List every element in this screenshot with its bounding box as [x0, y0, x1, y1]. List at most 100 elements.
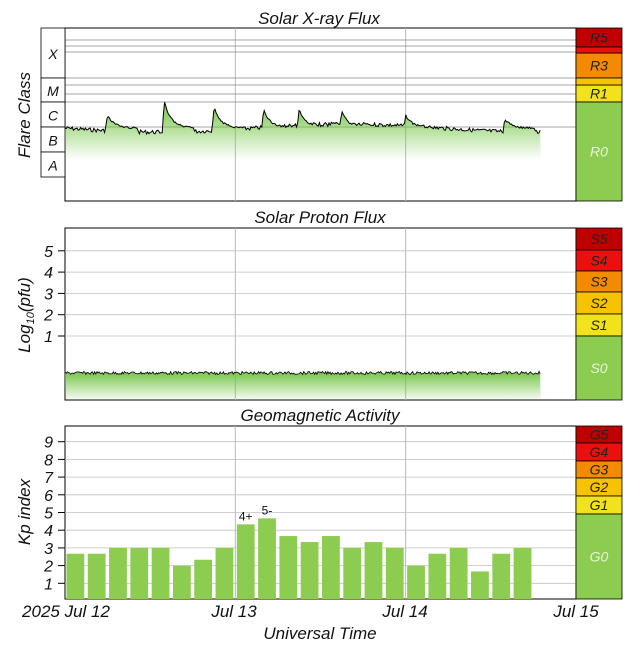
- kp-bar: [151, 547, 170, 599]
- class-label-a: A: [47, 158, 57, 174]
- kp-bar: [322, 536, 340, 599]
- kp-bar: [385, 547, 404, 599]
- scale-label-r3: R3: [590, 58, 608, 74]
- proton-gridlines: [65, 228, 576, 400]
- class-label-b: B: [48, 133, 57, 149]
- proton-tick-label: 4: [44, 265, 53, 282]
- scale-label-g5: G5: [590, 427, 609, 443]
- scale-label-s2: S2: [590, 295, 607, 311]
- kp-tick-label: 3: [44, 541, 53, 558]
- scale-label-r5: R5: [590, 30, 608, 46]
- kp-bar: [492, 553, 511, 599]
- kp-bar: [300, 542, 319, 599]
- scale-label-s0: S0: [590, 360, 607, 376]
- scale-level-r0: [575, 101, 623, 202]
- scale-label-s3: S3: [590, 274, 607, 290]
- scale-label-r0: R0: [590, 144, 608, 160]
- kp-bar: [236, 524, 255, 599]
- scale-level-s0: [575, 335, 623, 401]
- kp-bar: [66, 553, 85, 599]
- kp-bars: 4+ 5-: [66, 503, 532, 599]
- x-tick-jul13: Jul 13: [210, 602, 257, 621]
- proton-flux-area: [65, 371, 541, 400]
- kp-panel: Geomagnetic Activity Kp index 123456789 …: [15, 406, 623, 600]
- kp-tick-label: 6: [44, 488, 53, 505]
- kp-bar-label: 5-: [262, 503, 273, 517]
- kp-ylabel: Kp index: [15, 478, 34, 545]
- radio-blackout-scale: R5 R3 R1 R0: [575, 27, 623, 202]
- kp-bar: [407, 565, 425, 599]
- class-box-x: [40, 27, 66, 79]
- kp-bar: [109, 547, 127, 599]
- scale-label-g3: G3: [590, 462, 609, 478]
- xray-title: Solar X-ray Flux: [258, 9, 380, 28]
- class-label-x: X: [47, 46, 58, 62]
- scale-label-g1: G1: [590, 497, 609, 513]
- scale-label-s1: S1: [590, 317, 607, 333]
- kp-tick-label: 4: [44, 523, 53, 540]
- x-tick-jul15: Jul 15: [552, 602, 599, 621]
- xray-plot-frame: [64, 27, 577, 202]
- xray-flux-area: [65, 102, 541, 160]
- class-box-m: [40, 77, 66, 103]
- x-tick-jul12: 2025 Jul 12: [21, 602, 110, 621]
- kp-bar: [364, 542, 383, 599]
- kp-bar: [428, 553, 447, 599]
- kp-bar: [87, 553, 106, 599]
- kp-bar: [343, 547, 362, 599]
- proton-tick-label: 1: [44, 329, 53, 346]
- proton-plot-frame: [64, 227, 577, 401]
- class-box-a: [40, 151, 66, 178]
- x-tick-jul14: Jul 14: [381, 602, 427, 621]
- kp-bar: [279, 536, 298, 599]
- scale-level-r2: [575, 77, 623, 86]
- proton-ylabel: Log10(pfu): [15, 277, 37, 353]
- scale-label-g4: G4: [590, 444, 609, 460]
- kp-tick-label: 8: [44, 452, 53, 469]
- kp-tick-label: 2: [43, 559, 53, 576]
- proton-tick-label: 5: [44, 244, 53, 261]
- class-label-m: M: [47, 83, 59, 99]
- scale-level-r4: [575, 46, 623, 54]
- xray-gridlines: [65, 28, 576, 201]
- kp-bar: [215, 547, 234, 599]
- proton-tick-label: 3: [44, 286, 53, 303]
- kp-tick-label: 7: [44, 470, 54, 487]
- proton-y-ticks: 1 2 3 4 5: [43, 244, 65, 346]
- scale-label-g0: G0: [590, 549, 609, 565]
- proton-title: Solar Proton Flux: [254, 208, 386, 227]
- xray-flux-line: [64, 102, 541, 136]
- scale-label-g2: G2: [590, 479, 609, 495]
- kp-tick-label: 9: [44, 435, 53, 452]
- kp-bar: [471, 571, 489, 599]
- kp-bar: [513, 547, 532, 599]
- scale-label-r1: R1: [590, 86, 608, 102]
- kp-bar: [172, 565, 191, 599]
- radiation-storm-scale: S5 S4 S3 S2 S1 S0: [575, 227, 623, 401]
- kp-bar: [258, 518, 276, 599]
- kp-bar-label: 4+: [239, 509, 253, 523]
- x-axis-label: Universal Time: [263, 624, 376, 643]
- xray-ylabel: Flare Class: [15, 72, 34, 158]
- kp-bar: [130, 547, 149, 599]
- kp-bar: [449, 547, 468, 599]
- kp-tick-label: 1: [44, 576, 53, 593]
- scale-label-s5: S5: [590, 231, 607, 247]
- class-box-b: [40, 126, 66, 153]
- kp-gridlines: [65, 426, 576, 599]
- proton-flux-line: [64, 370, 541, 376]
- scale-level-g0: [575, 513, 623, 600]
- time-axis: 2025 Jul 12 Jul 13 Jul 14 Jul 15 Univers…: [21, 602, 599, 643]
- kp-bar: [194, 559, 213, 599]
- kp-tick-label: 5: [44, 506, 53, 523]
- scale-label-s4: S4: [590, 253, 607, 269]
- proton-tick-label: 2: [43, 308, 53, 325]
- kp-title: Geomagnetic Activity: [240, 406, 401, 425]
- class-label-c: C: [48, 108, 59, 124]
